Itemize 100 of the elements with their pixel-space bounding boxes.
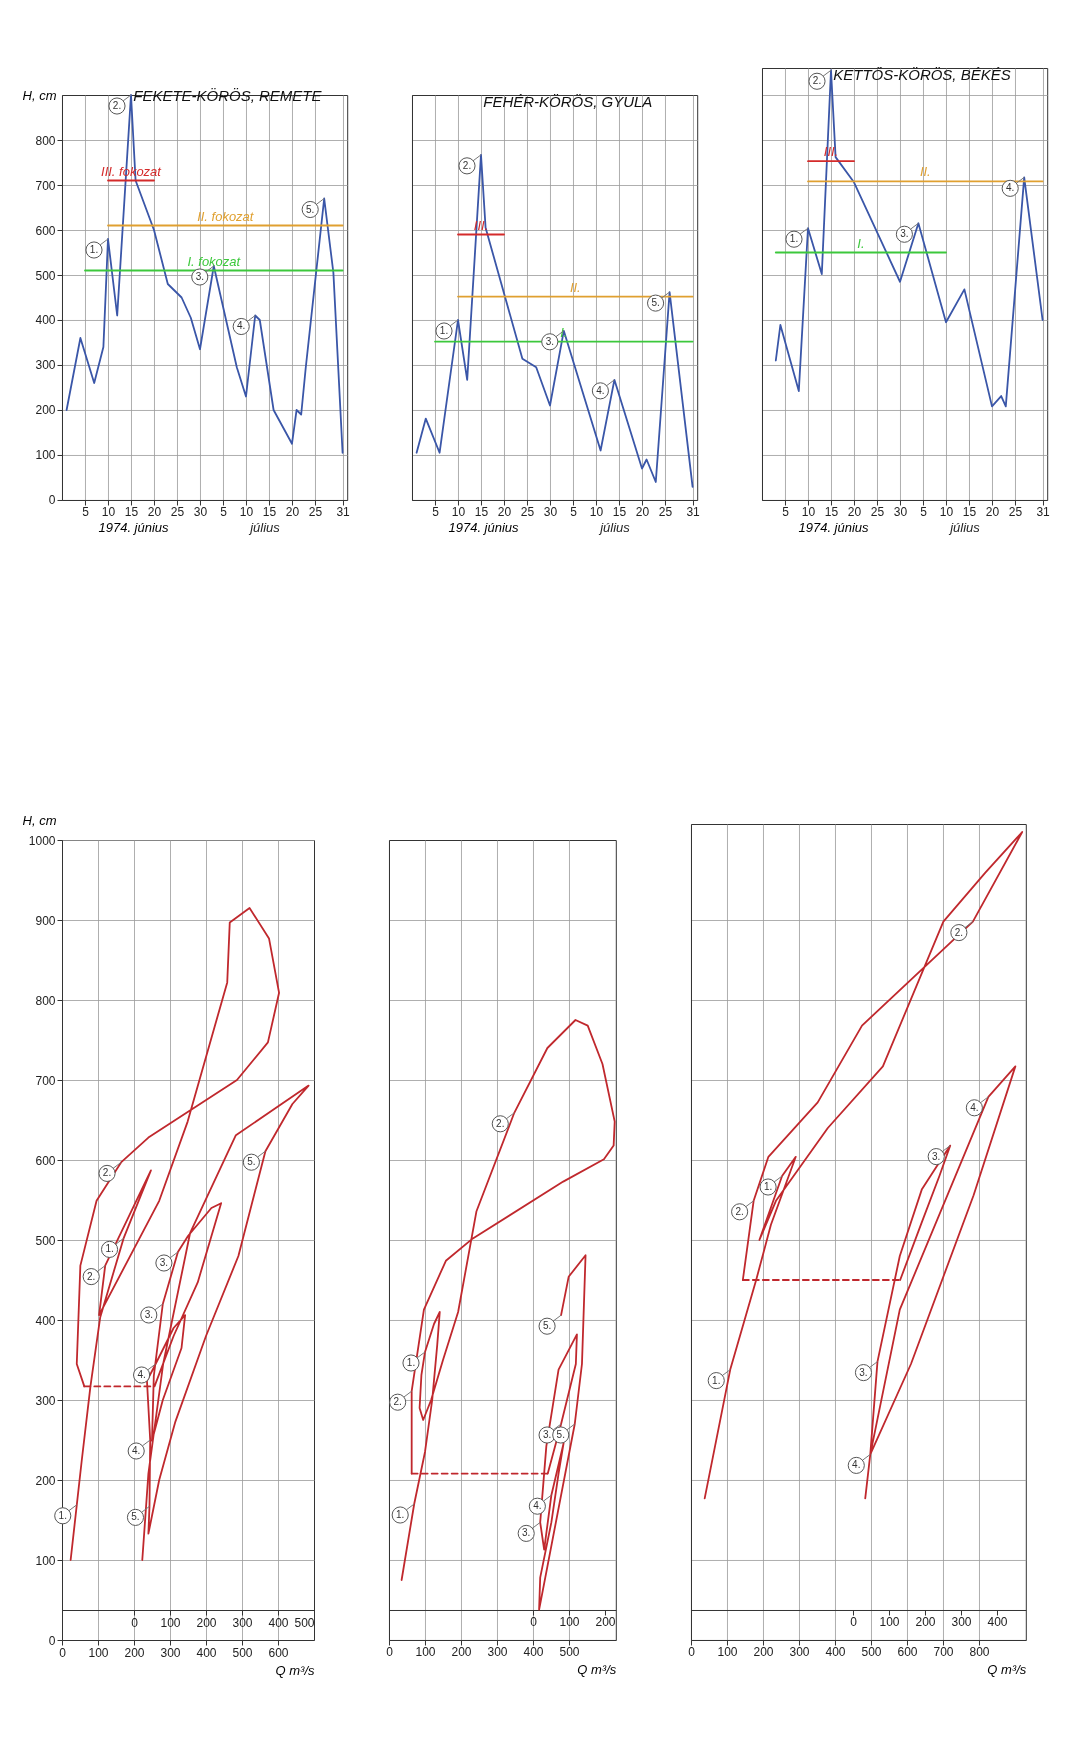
x-tick-label: 20 xyxy=(847,505,862,520)
annotation: 4. xyxy=(533,1500,542,1512)
x-tick-label: 25 xyxy=(308,505,323,520)
x-tick-label: 500 xyxy=(232,1645,253,1660)
x-tick-label: 5 xyxy=(220,505,228,520)
x2-tick-label: 100 xyxy=(160,1615,181,1630)
x-tick-label: 500 xyxy=(559,1645,580,1660)
x-tick-label: 0 xyxy=(688,1645,696,1660)
annotation: 2. xyxy=(812,75,822,87)
annotation: 3. xyxy=(545,335,554,347)
y-tick-label: 700 xyxy=(35,178,56,193)
text: július xyxy=(598,519,631,535)
annotation: 5. xyxy=(306,203,315,215)
annotation: 2. xyxy=(102,1167,112,1179)
y-tick-label: 500 xyxy=(35,1233,56,1248)
x-tick-label: 5 xyxy=(920,505,928,520)
y-tick-label: 300 xyxy=(35,1393,56,1408)
x-tick-label: 300 xyxy=(160,1645,181,1660)
annotation: 3. xyxy=(859,1366,868,1378)
x-tick-label: 25 xyxy=(520,505,535,520)
y-tick-label: 800 xyxy=(35,133,56,148)
x-tick-label: 5 xyxy=(82,505,90,520)
x-tick-label: 20 xyxy=(147,505,162,520)
x-tick-label: 5 xyxy=(432,505,440,520)
x-tick-label: 400 xyxy=(196,1645,217,1660)
annotation: 3. xyxy=(932,1150,941,1162)
annotation: 1. xyxy=(406,1357,416,1368)
annotation: 4. xyxy=(137,1369,146,1380)
series-label: I. xyxy=(560,324,568,340)
x2-tick-label: 200 xyxy=(915,1615,936,1630)
y-tick-label: 400 xyxy=(35,313,56,328)
x-tick-label: 400 xyxy=(523,1645,544,1660)
annotation: 1. xyxy=(89,244,99,255)
y-axis-title: H, cm xyxy=(22,87,57,103)
series-label: II. xyxy=(919,164,931,180)
x2-tick-label: 500 xyxy=(294,1615,315,1630)
x-tick-label: 30 xyxy=(893,505,908,520)
x-tick-label: 31 xyxy=(336,505,351,520)
x-tick-label: 10 xyxy=(801,505,816,520)
x2-tick-label: 100 xyxy=(879,1615,900,1630)
annotation: 3. xyxy=(900,228,909,240)
annotation: 3. xyxy=(522,1527,531,1539)
x-tick-label: 10 xyxy=(101,505,116,520)
x2-tick-label: 300 xyxy=(232,1615,253,1630)
y-tick-label: 800 xyxy=(35,993,56,1008)
y-tick-label: 600 xyxy=(35,223,56,238)
x-tick-label: 200 xyxy=(451,1645,472,1660)
series-label: II. xyxy=(569,279,581,295)
y-tick-label: 400 xyxy=(35,1313,56,1328)
annotation: 1. xyxy=(396,1509,405,1520)
y-tick-label: 100 xyxy=(35,448,56,463)
x-axis-title: 1974. június xyxy=(98,520,170,536)
text: július xyxy=(948,519,981,535)
x-tick-label: 30 xyxy=(193,505,208,520)
series-label: II. fokozat xyxy=(197,208,255,224)
x2-tick-label: 400 xyxy=(268,1615,289,1630)
x-axis-title: Q m³/s xyxy=(987,1662,1027,1678)
x-tick-label: 15 xyxy=(262,505,277,520)
series-label: I. fokozat xyxy=(187,253,242,269)
y-axis-title: H, cm xyxy=(22,812,57,828)
annotation: 1. xyxy=(439,325,449,336)
y-tick-label: 100 xyxy=(35,1553,56,1568)
annotation: 2. xyxy=(462,159,472,171)
x-tick-label: 25 xyxy=(658,505,673,520)
y-tick-label: 200 xyxy=(35,1473,56,1488)
x-tick-label: 200 xyxy=(753,1645,774,1660)
x-axis-title: Q m³/s xyxy=(577,1662,617,1678)
y-tick-label: 700 xyxy=(35,1073,56,1088)
x-tick-label: 20 xyxy=(985,505,1000,520)
annotation: 2. xyxy=(735,1205,744,1217)
x-tick-label: 25 xyxy=(1008,505,1023,520)
x2-tick-label: 200 xyxy=(196,1615,217,1630)
annotation: 4. xyxy=(970,1101,979,1113)
annotation: 3. xyxy=(159,1257,169,1268)
y-tick-label: 1000 xyxy=(28,833,56,848)
annotation: 3. xyxy=(542,1429,552,1440)
x-tick-label: 15 xyxy=(612,505,627,520)
x-tick-label: 5 xyxy=(570,505,578,520)
x-tick-label: 600 xyxy=(268,1645,289,1660)
x-tick-label: 10 xyxy=(451,505,466,520)
annotation: 2. xyxy=(87,1270,96,1282)
x-tick-label: 25 xyxy=(870,505,885,520)
annotation: 5. xyxy=(542,1320,552,1332)
x-tick-label: 5 xyxy=(782,505,790,520)
x-tick-label: 15 xyxy=(124,505,139,520)
x-tick-label: 200 xyxy=(124,1645,145,1660)
annotation: 3. xyxy=(195,271,204,282)
x-tick-label: 300 xyxy=(487,1645,508,1660)
annotation: 2. xyxy=(496,1117,505,1129)
x-tick-label: 15 xyxy=(962,505,977,520)
x-tick-label: 100 xyxy=(717,1645,738,1660)
y-tick-label: 0 xyxy=(48,493,56,508)
x-tick-label: 0 xyxy=(59,1645,67,1660)
annotation: 1. xyxy=(58,1509,67,1521)
x-tick-label: 10 xyxy=(939,505,954,520)
text: július xyxy=(248,519,281,535)
y-tick-label: 300 xyxy=(35,358,56,373)
x-tick-label: 25 xyxy=(170,505,185,520)
y-tick-label: 200 xyxy=(35,403,56,418)
annotation: 1. xyxy=(105,1243,114,1255)
